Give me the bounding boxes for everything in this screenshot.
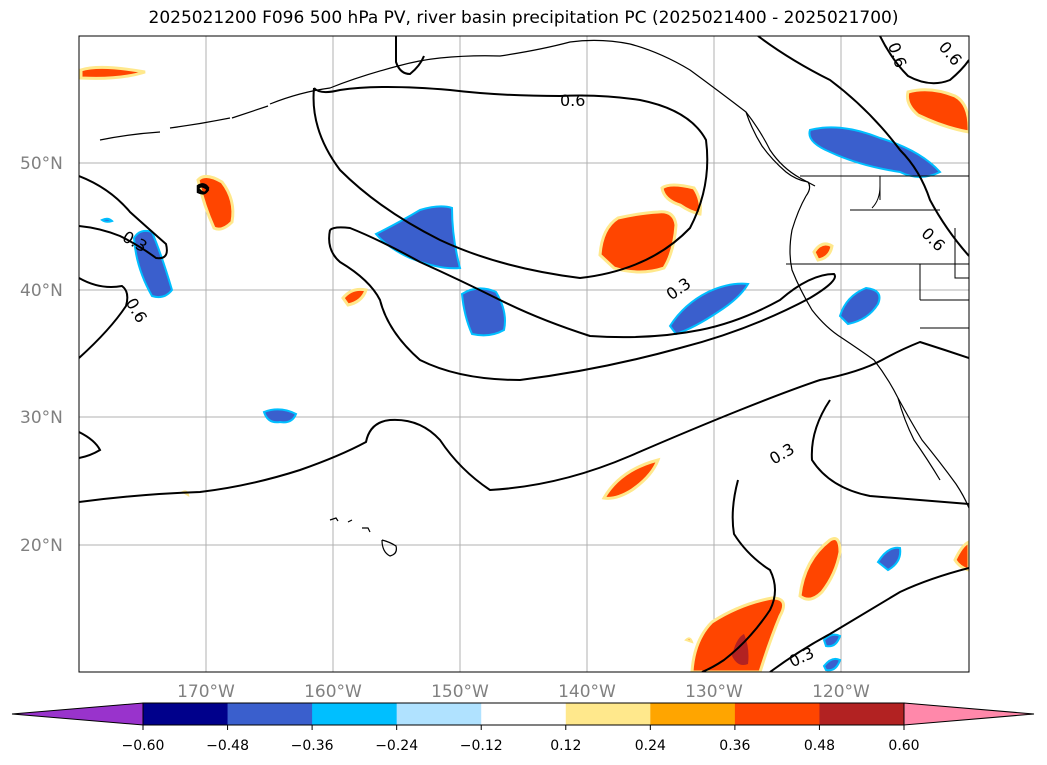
colorbar-tick-label: 0.60 [888, 738, 919, 754]
colorbar-segment [481, 703, 567, 725]
bc-coast [745, 111, 811, 197]
pv-contour [701, 479, 776, 672]
map-frame [78, 35, 970, 673]
colorbar-segment [396, 703, 482, 725]
precip-positive-patch [660, 183, 702, 216]
colorbar-tick-label: −0.48 [206, 738, 249, 754]
pv-contour [328, 226, 836, 382]
island-small [196, 183, 210, 195]
precip-positive-patch [953, 540, 969, 572]
coastlines [99, 39, 969, 557]
colorbar-tick-label: −0.12 [460, 738, 503, 754]
precip-negative-patch [460, 287, 506, 337]
lon-label-140w: 140°W [558, 682, 616, 702]
lon-label-160w: 160°W [304, 682, 362, 702]
colorbar-segments [143, 703, 905, 725]
latitude-labels: 50°N 40°N 30°N 20°N [20, 154, 63, 556]
lon-label-150w: 150°W [431, 682, 489, 702]
lon-label-120w: 120°W [812, 682, 870, 702]
colorbar-extend-low [11, 702, 144, 726]
precip-negative-patch [262, 408, 298, 424]
lat-label-50n: 50°N [20, 154, 63, 174]
colorbar-ticks: −0.60 −0.48 −0.36 −0.24 −0.12 0.12 0.24 0.36 0.4… [122, 725, 920, 754]
colorbar-tick-label: 0.12 [550, 738, 581, 754]
pv-contour [312, 86, 709, 280]
precip-negative-patch [822, 657, 842, 672]
precip-positive-patch [598, 210, 678, 274]
precip-positive-patch [341, 287, 368, 307]
longitude-labels: 170°W 160°W 150°W 140°W 130°W 120°W [177, 682, 870, 702]
colorbar-segment [734, 703, 820, 725]
lat-label-30n: 30°N [20, 408, 63, 428]
precip-negative-patch [838, 286, 881, 326]
hawaii-islands [329, 517, 397, 557]
pv-contour [810, 399, 969, 505]
contour-label: 0.6 [560, 91, 585, 110]
precip-negative-patch [808, 126, 942, 178]
pv-contour [395, 36, 425, 76]
colorbar-extend-high [903, 702, 1035, 726]
precip-negative-patch [876, 546, 902, 572]
precip-positive-patch [690, 596, 786, 672]
pv-contour [79, 431, 102, 459]
precip-positive-patch [906, 88, 969, 134]
colorbar-segment [227, 703, 313, 725]
colorbar-tick-label: −0.60 [122, 738, 165, 754]
colorbar-tick-label: 0.48 [804, 738, 835, 754]
pv-contour [769, 567, 969, 672]
colorbar-tick-label: 0.24 [635, 738, 666, 754]
pv-contour [79, 277, 129, 359]
pv-contours [79, 36, 969, 672]
lat-label-20n: 20°N [20, 536, 63, 556]
pv-contour [79, 175, 168, 260]
colorbar-tick-label: −0.24 [375, 738, 418, 754]
map-title: 2025021200 F096 500 hPa PV, river basin … [148, 8, 899, 28]
lon-label-130w: 130°W [685, 682, 743, 702]
precip-negative-patch [668, 282, 750, 336]
precip-negative-patch [100, 217, 114, 223]
precip-negative-patch [822, 633, 842, 648]
colorbar-segment [650, 703, 736, 725]
precip-negative-patch [132, 229, 174, 299]
lat-label-40n: 40°N [20, 281, 63, 301]
west-coast [789, 195, 969, 509]
pv-contour [197, 185, 210, 194]
precip-positive-patch [812, 242, 834, 262]
precip-negative-patch [374, 205, 462, 270]
pv-contour [879, 36, 969, 85]
precip-positive-patch [684, 637, 694, 644]
precip-positive-patch [798, 537, 842, 601]
colorbar-frame [142, 702, 905, 726]
colorbar-tick-label: 0.36 [719, 738, 750, 754]
precip-positive-patch [79, 65, 146, 80]
colorbar: −0.60 −0.48 −0.36 −0.24 −0.12 0.12 0.24 0.36 0.4… [11, 702, 1035, 754]
lon-label-170w: 170°W [177, 682, 235, 702]
colorbar-segment [312, 703, 398, 725]
colorbar-segment [143, 703, 229, 725]
borders [786, 175, 969, 329]
colorbar-segment [819, 703, 905, 725]
colorbar-segment [565, 703, 651, 725]
pv-contour [79, 340, 969, 503]
alaska-coast [269, 39, 816, 187]
colorbar-tick-label: −0.36 [291, 738, 334, 754]
precip-shading [79, 65, 969, 672]
pv-contour [757, 36, 969, 257]
aleutian-islands [99, 105, 269, 141]
precip-positive-patch [601, 457, 661, 500]
baja-coast [897, 397, 941, 481]
